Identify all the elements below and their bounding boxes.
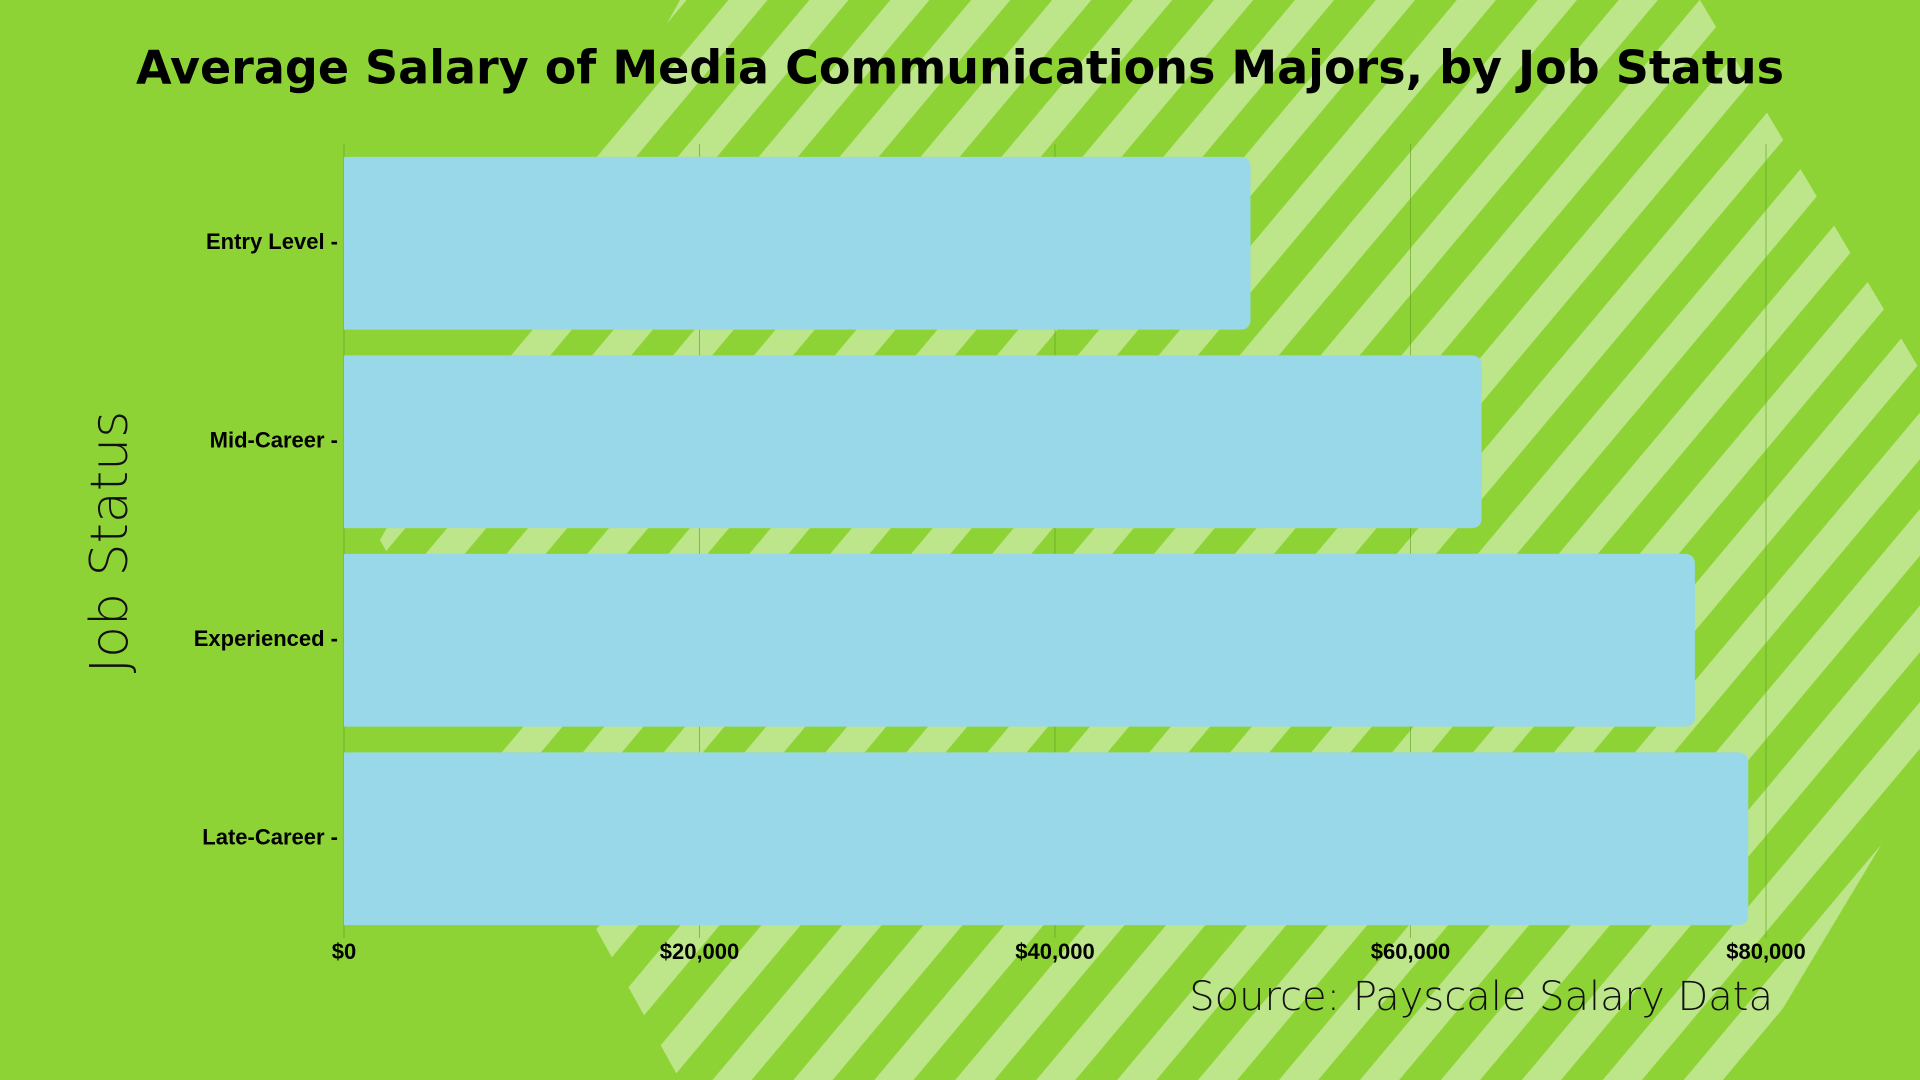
bar-left-edge — [344, 553, 356, 727]
y-tick-label: Entry Level - — [206, 229, 338, 254]
bar-left-edge — [344, 355, 356, 529]
x-tick-label: $0 — [332, 939, 356, 964]
bar-left-edge — [344, 752, 356, 926]
bar — [344, 752, 1749, 926]
bar — [344, 156, 1251, 330]
y-tick-label: Late-Career - — [202, 825, 338, 850]
bar-left-edge — [344, 156, 356, 330]
bar — [344, 355, 1482, 529]
x-tick-label: $20,000 — [660, 939, 740, 964]
y-tick-label: Mid-Career - — [210, 428, 338, 453]
chart-title: Average Salary of Media Communications M… — [136, 41, 1784, 95]
x-tick-label: $60,000 — [1371, 939, 1451, 964]
source-note: Source: Payscale Salary Data — [1189, 974, 1773, 1020]
x-tick-label: $80,000 — [1726, 939, 1806, 964]
x-tick-label: $40,000 — [1015, 939, 1095, 964]
bar — [344, 553, 1695, 727]
y-axis-title: Job Status — [80, 411, 140, 673]
y-tick-label: Experienced - — [194, 626, 338, 651]
